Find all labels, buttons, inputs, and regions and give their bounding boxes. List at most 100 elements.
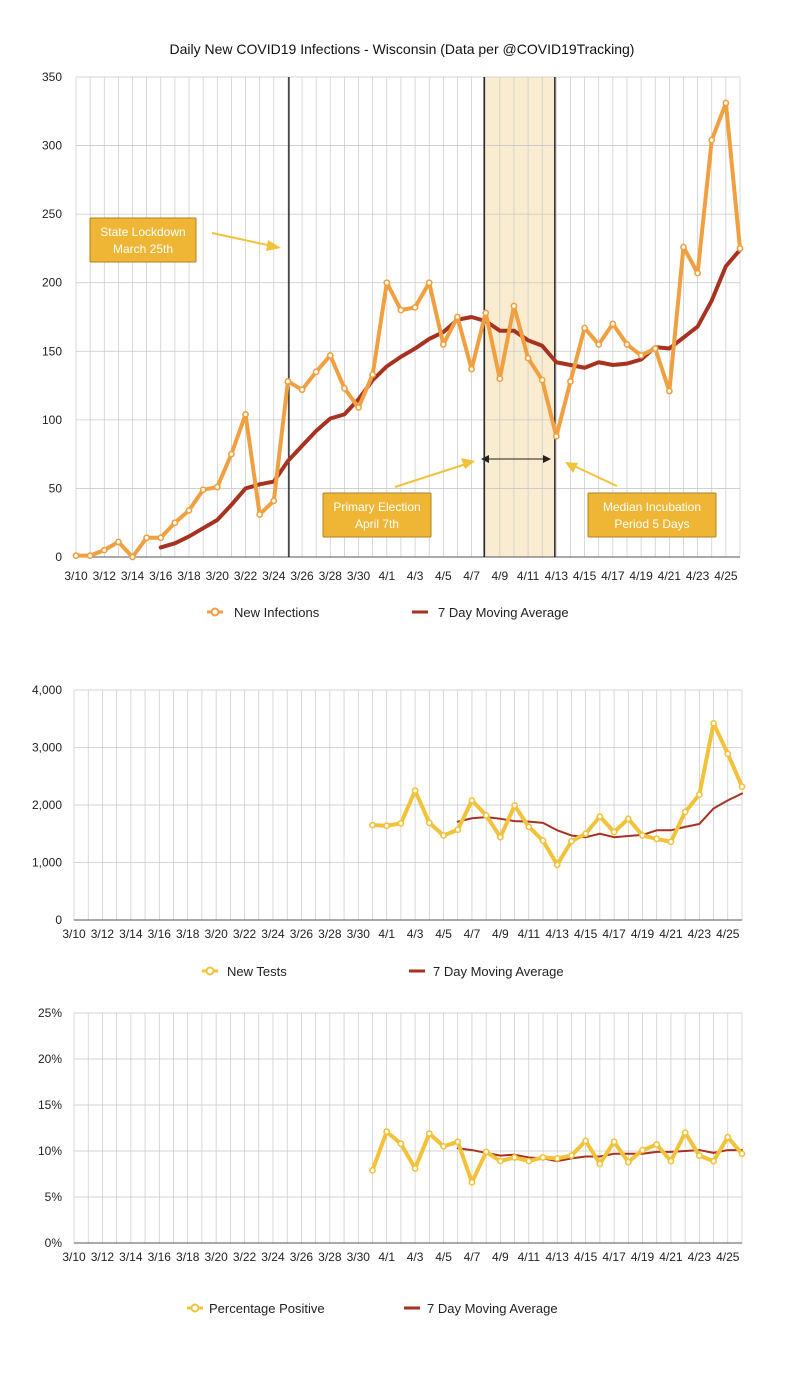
x-tick-label: 3/26 (290, 1250, 314, 1264)
data-point (86, 552, 94, 560)
tests-series (369, 719, 746, 869)
data-point (525, 1157, 533, 1165)
x-tick-label: 4/5 (435, 1250, 452, 1264)
circle-icon (205, 966, 215, 976)
data-point (114, 538, 122, 546)
positive-series (369, 1128, 746, 1186)
infections-series (72, 77, 744, 561)
x-tick-label: 3/16 (149, 569, 173, 583)
incubation-arrowhead (565, 462, 578, 473)
x-tick-label: 3/24 (262, 569, 286, 583)
data-point (653, 835, 661, 843)
data-point (341, 384, 348, 392)
y-tick-label: 25% (38, 1006, 62, 1020)
y-tick-label: 250 (42, 207, 62, 221)
data-point (651, 345, 659, 352)
election-arrowhead (461, 458, 475, 469)
data-point (710, 719, 717, 727)
x-tick-label: 4/21 (659, 927, 683, 941)
legend-label-percentage-positive: Percentage Positive (209, 1301, 325, 1316)
data-point (695, 1152, 703, 1159)
legend-label-moving-average: 7 Day Moving Average (438, 605, 569, 620)
data-point (284, 378, 292, 385)
annotation-line-2: Period 5 Days (614, 517, 689, 531)
data-point (383, 279, 391, 287)
data-point (568, 1152, 575, 1159)
data-point (411, 1165, 419, 1172)
election-annotation: Primary Election April 7th (322, 492, 432, 538)
data-point (425, 1130, 433, 1137)
y-tick-label: 4,000 (32, 683, 62, 697)
y-tick-label: 50 (49, 481, 63, 495)
data-point (639, 1146, 646, 1154)
data-point (425, 279, 433, 287)
x-tick-label: 4/17 (602, 1250, 626, 1264)
data-point (242, 410, 249, 418)
x-tick-label: 4/3 (407, 569, 424, 583)
data-point (72, 552, 80, 560)
y-tick-label: 100 (42, 413, 62, 427)
x-tick-label: 4/9 (491, 569, 508, 583)
legend-label-moving-average: 7 Day Moving Average (433, 964, 564, 979)
x-tick-label: 3/30 (347, 1250, 371, 1264)
data-point (624, 1158, 632, 1166)
data-point (665, 387, 673, 395)
data-point (454, 1138, 462, 1146)
annotation-line-1: Median Incubation (603, 500, 701, 514)
x-tick-label: 4/23 (688, 927, 712, 941)
data-point (708, 136, 716, 144)
data-point (496, 1157, 504, 1165)
x-tick-label: 3/18 (176, 1250, 200, 1264)
data-point (228, 450, 235, 458)
x-tick-label: 4/9 (492, 927, 509, 941)
incubation-annotation: Median Incubation Period 5 Days (587, 492, 717, 538)
legend-label-moving-average: 7 Day Moving Average (427, 1301, 558, 1316)
x-tick-label: 4/21 (659, 1250, 683, 1264)
x-tick-label: 4/13 (545, 569, 569, 583)
data-point (524, 354, 532, 362)
data-point (722, 99, 730, 107)
annotation-box (322, 492, 432, 538)
data-point (511, 1154, 518, 1161)
data-point (681, 808, 689, 816)
y-tick-label: 10% (38, 1144, 62, 1158)
data-point (681, 1129, 689, 1136)
x-tick-label: 4/11 (518, 927, 541, 941)
x-tick-label: 3/28 (318, 1250, 342, 1264)
positive-legend: Percentage Positive 7 Day Moving Average (187, 1301, 558, 1316)
x-tick-label: 4/19 (631, 927, 655, 941)
data-point (623, 341, 631, 348)
data-point (553, 861, 561, 869)
x-tick-label: 4/13 (546, 1250, 570, 1264)
data-point (326, 351, 334, 359)
data-point (482, 1148, 490, 1156)
data-point (724, 750, 732, 758)
x-tick-label: 4/15 (573, 569, 597, 583)
x-tick-label: 3/28 (318, 927, 342, 941)
positive-grid: 0% 5% 10% 15% 20% 25% 3/10 3/12 3/14 3/16 3/18 3/20… (38, 1006, 743, 1264)
x-tick-label: 4/17 (602, 927, 626, 941)
y-tick-label: 2,000 (32, 798, 62, 812)
data-point (171, 519, 179, 527)
y-tick-label: 3,000 (32, 741, 62, 755)
legend-label-new-infections: New Infections (234, 605, 320, 620)
data-point (397, 1140, 405, 1148)
data-point (440, 1143, 447, 1150)
x-tick-label: 4/25 (716, 927, 740, 941)
x-tick-label: 4/25 (714, 569, 738, 583)
y-tick-label: 200 (42, 276, 62, 290)
y-tick-label: 350 (42, 70, 62, 84)
data-point (355, 404, 362, 411)
y-tick-label: 5% (45, 1190, 63, 1204)
data-point (596, 1160, 604, 1168)
data-point (468, 365, 475, 373)
x-tick-label: 3/12 (91, 1250, 115, 1264)
x-tick-label: 4/23 (686, 569, 710, 583)
span-arrowhead-right (543, 455, 551, 463)
x-tick-label: 4/1 (378, 927, 395, 941)
data-point (397, 306, 405, 314)
data-point (100, 546, 108, 554)
x-tick-label: 4/11 (518, 1250, 541, 1264)
data-point (129, 553, 136, 561)
legend-label-new-tests: New Tests (227, 964, 287, 979)
